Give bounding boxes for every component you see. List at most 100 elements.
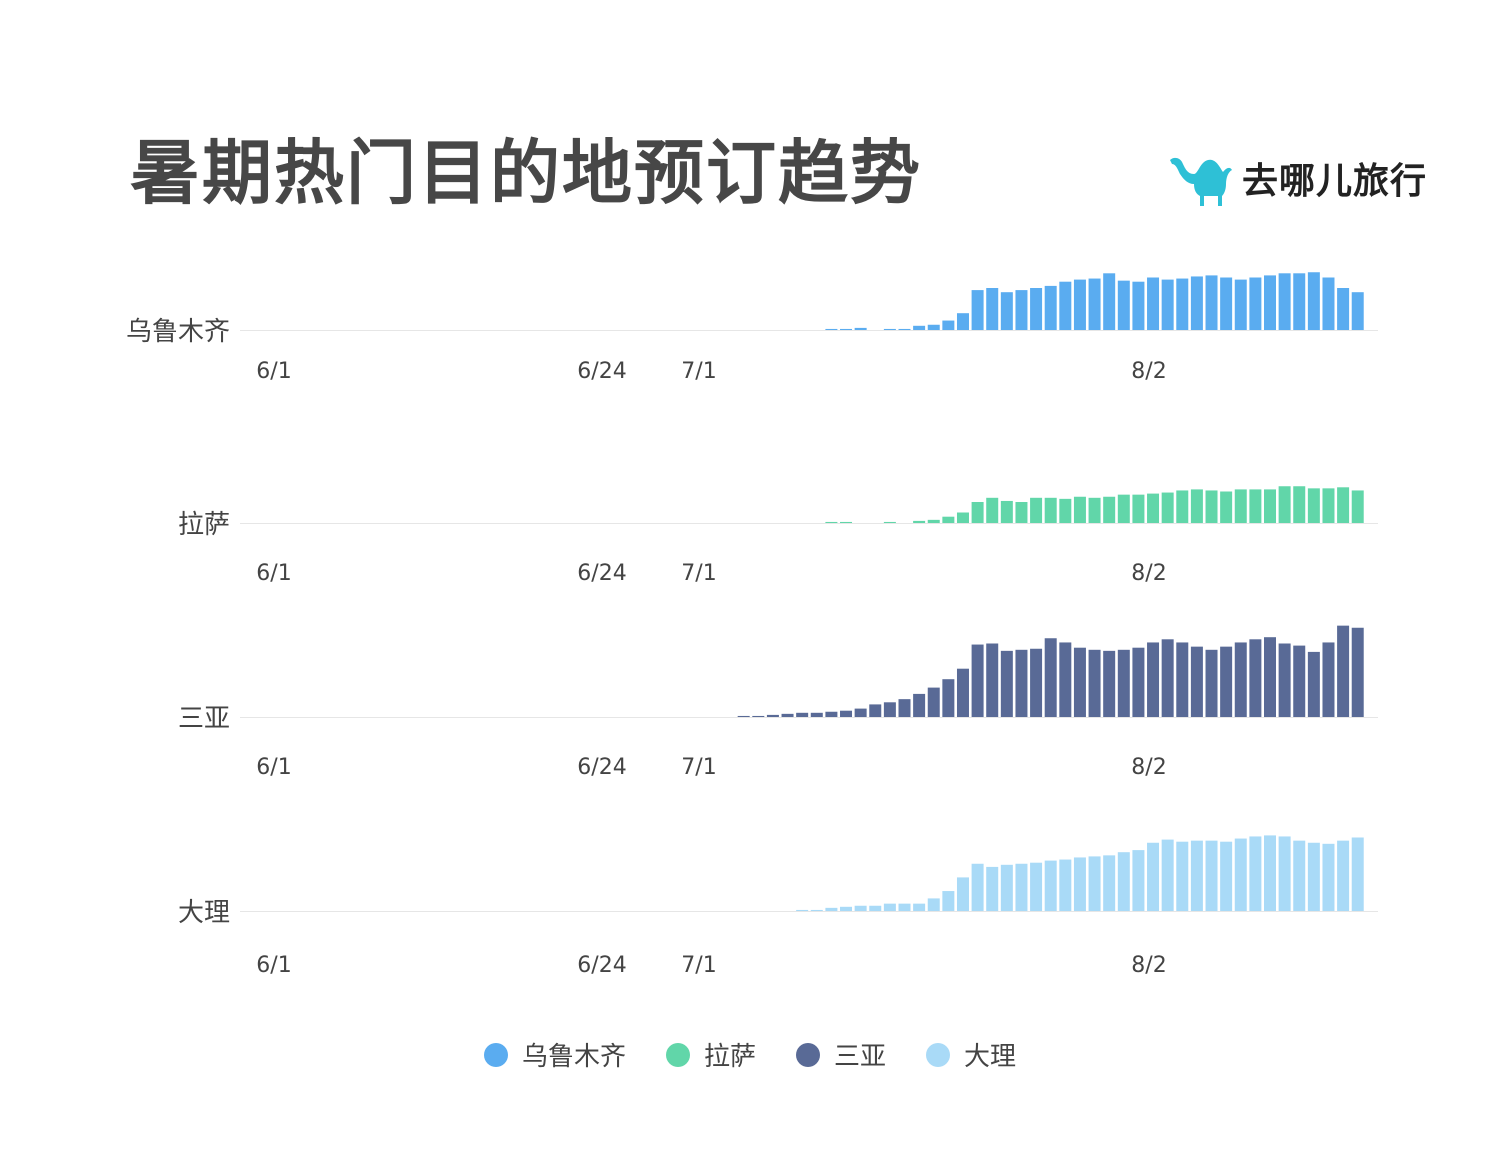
- bar: [1015, 502, 1028, 523]
- bar: [1351, 837, 1364, 911]
- legend-item-dali[interactable]: 大理: [926, 1036, 1016, 1073]
- bar: [1103, 496, 1116, 523]
- bar: [913, 693, 926, 717]
- legend-label: 大理: [964, 1042, 1017, 1072]
- legend-label: 三亚: [834, 1042, 887, 1072]
- bar: [1322, 642, 1335, 717]
- bar: [1088, 856, 1101, 911]
- x-tick-label: 8/2: [1131, 953, 1166, 978]
- legend-item-urumqi[interactable]: 乌鲁木齐: [483, 1036, 626, 1073]
- camel-icon: [1170, 157, 1232, 206]
- bar: [1117, 649, 1130, 717]
- bar: [1176, 642, 1189, 717]
- bar: [840, 710, 853, 717]
- bar: [1059, 281, 1072, 330]
- bar: [1351, 292, 1364, 330]
- legend-item-lhasa[interactable]: 拉萨: [665, 1036, 756, 1073]
- bar: [1322, 488, 1335, 523]
- bar: [1307, 651, 1320, 717]
- bar: [1205, 275, 1218, 330]
- legend-swatch: [796, 1042, 820, 1067]
- bar: [971, 863, 984, 911]
- bar: [1351, 627, 1364, 717]
- bar: [1234, 642, 1247, 717]
- bar: [1190, 489, 1203, 523]
- bar: [1147, 642, 1160, 717]
- bar: [1030, 288, 1043, 330]
- bar: [1264, 637, 1276, 717]
- bar: [956, 313, 969, 330]
- bar: [1073, 647, 1086, 717]
- bar: [927, 687, 940, 717]
- bar: [1351, 490, 1364, 523]
- bar: [1176, 278, 1189, 330]
- bar: [942, 679, 955, 717]
- bar: [1293, 486, 1306, 523]
- bar: [1293, 273, 1306, 330]
- x-tick-label: 6/24: [577, 359, 626, 384]
- bar: [1044, 638, 1057, 717]
- bar: [1220, 646, 1233, 717]
- bar: [1030, 497, 1043, 523]
- bar: [956, 512, 969, 523]
- bar: [1088, 649, 1101, 717]
- bar: [913, 903, 926, 911]
- bar: [825, 711, 838, 717]
- bar: [1044, 285, 1057, 330]
- bar: [1205, 490, 1218, 523]
- row-label: 大理: [178, 898, 230, 928]
- bar: [1293, 645, 1306, 717]
- bar: [1015, 290, 1028, 330]
- bar: [796, 712, 809, 717]
- bar: [1293, 840, 1306, 911]
- bar: [1322, 277, 1335, 330]
- legend: 乌鲁木齐 拉萨 三亚 大理: [0, 1036, 1500, 1073]
- bar: [883, 903, 896, 911]
- bar: [752, 715, 765, 717]
- bar: [1205, 840, 1218, 911]
- bar: [1234, 838, 1247, 911]
- bar: [1249, 489, 1262, 523]
- bar: [1337, 487, 1350, 523]
- bar: [1073, 857, 1086, 911]
- bar: [869, 704, 882, 717]
- bar: [1161, 639, 1174, 717]
- small-multiples-chart: 乌鲁木齐 6/1 6/24 7/1 8/2 拉萨 6/1 6/24 7/1 8/2 三亚 6/1 6/2…: [126, 272, 1378, 978]
- bar: [1264, 275, 1276, 330]
- bar: [883, 702, 896, 717]
- bar: [956, 877, 969, 911]
- bar: [971, 502, 984, 523]
- x-tick-label: 7/1: [681, 755, 716, 780]
- bar: [1000, 864, 1013, 911]
- legend-swatch: [483, 1042, 508, 1067]
- bar: [1307, 272, 1320, 330]
- x-tick-label: 8/2: [1131, 561, 1166, 586]
- bar: [1030, 862, 1043, 911]
- bar: [1103, 273, 1116, 330]
- x-tick-label: 6/1: [256, 755, 291, 780]
- bar: [927, 898, 940, 911]
- bar: [883, 328, 896, 330]
- x-tick-label: 6/24: [577, 561, 626, 586]
- bar: [854, 708, 867, 717]
- bar: [1161, 279, 1174, 330]
- bar: [1337, 840, 1350, 911]
- bar: [1000, 292, 1013, 330]
- bar: [1337, 625, 1350, 717]
- panel-0: 乌鲁木齐 6/1 6/24 7/1 8/2: [126, 272, 1378, 384]
- bar: [737, 715, 750, 717]
- x-tick-label: 8/2: [1131, 359, 1166, 384]
- bar: [1278, 486, 1291, 523]
- bar: [1234, 489, 1247, 523]
- legend-swatch: [926, 1042, 951, 1067]
- bar: [986, 643, 999, 717]
- legend-item-sanya[interactable]: 三亚: [796, 1036, 886, 1073]
- bar: [927, 324, 940, 330]
- bar: [971, 644, 984, 717]
- bar: [956, 668, 969, 717]
- bar: [913, 520, 926, 523]
- bar: [1190, 646, 1203, 717]
- bar: [1073, 496, 1086, 523]
- bar: [1059, 498, 1072, 523]
- bar: [1205, 649, 1218, 717]
